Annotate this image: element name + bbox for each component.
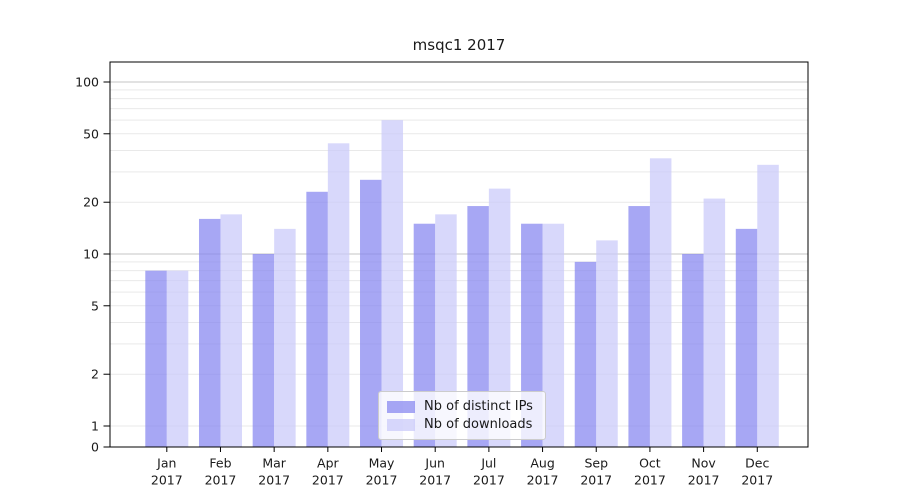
legend-swatch-downloads	[387, 418, 415, 431]
bar-downloads-feb	[220, 214, 242, 447]
y-tick-label-10: 10	[83, 247, 99, 262]
y-tick-label-50: 50	[83, 126, 99, 141]
x-tick-label-year-aug: 2017	[527, 473, 559, 488]
x-tick-label-month-apr: Apr	[317, 456, 339, 471]
x-tick-label-month-oct: Oct	[639, 456, 661, 471]
bar-downloads-nov	[703, 198, 726, 447]
bar-distinct-ips-sep	[574, 261, 597, 447]
x-tick-label-month-jan: Jan	[156, 456, 176, 471]
bar-distinct-ips-mar	[252, 254, 275, 447]
x-tick-label-year-sep: 2017	[580, 473, 612, 488]
bar-distinct-ips-oct	[628, 206, 650, 447]
y-tick-label-20: 20	[83, 195, 99, 210]
x-tick-label-month-may: May	[369, 456, 395, 471]
bar-distinct-ips-feb	[198, 218, 221, 447]
bar-downloads-mar	[274, 228, 296, 447]
y-tick-label-1: 1	[91, 419, 99, 434]
bar-distinct-ips-may	[360, 179, 382, 448]
x-tick-label-year-jun: 2017	[419, 473, 451, 488]
legend-item-downloads: Nb of downloads	[387, 418, 537, 431]
bar-downloads-jan	[166, 270, 189, 447]
bar-downloads-apr	[327, 143, 350, 447]
x-tick-label-month-aug: Aug	[530, 456, 554, 471]
bar-distinct-ips-jan	[145, 270, 167, 447]
x-tick-label-year-jul: 2017	[473, 473, 505, 488]
bar-downloads-aug	[542, 223, 565, 447]
x-tick-label-year-feb: 2017	[205, 473, 237, 488]
legend: Nb of distinct IPs Nb of downloads	[378, 391, 546, 440]
x-tick-label-month-mar: Mar	[262, 456, 286, 471]
x-tick-label-year-dec: 2017	[741, 473, 773, 488]
x-tick-label-year-mar: 2017	[258, 473, 290, 488]
bar-downloads-jun	[435, 214, 457, 447]
bar-downloads-oct	[649, 158, 672, 447]
bar-distinct-ips-dec	[735, 228, 758, 447]
bar-downloads-may	[381, 120, 404, 447]
y-tick-label-100: 100	[75, 75, 99, 90]
legend-label-distinct-ips: Nb of distinct IPs	[424, 399, 533, 414]
x-tick-label-month-dec: Dec	[745, 456, 769, 471]
x-tick-label-month-jul: Jul	[480, 456, 496, 471]
x-tick-label-year-may: 2017	[366, 473, 398, 488]
bar-downloads-sep	[596, 240, 618, 447]
x-tick-label-year-oct: 2017	[634, 473, 666, 488]
x-tick-label-month-sep: Sep	[584, 456, 608, 471]
legend-item-distinct-ips: Nb of distinct IPs	[387, 400, 537, 413]
bar-downloads-dec	[757, 164, 779, 447]
x-tick-label-year-apr: 2017	[312, 473, 344, 488]
bar-distinct-ips-nov	[682, 254, 704, 447]
x-tick-label-month-feb: Feb	[209, 456, 231, 471]
legend-swatch-distinct-ips	[387, 400, 415, 413]
legend-label-downloads: Nb of downloads	[424, 417, 533, 432]
chart-title: msqc1 2017	[412, 36, 506, 54]
bar-distinct-ips-jul	[467, 206, 489, 447]
bar-distinct-ips-apr	[306, 191, 328, 447]
x-tick-label-year-nov: 2017	[688, 473, 720, 488]
bar-downloads-jul	[488, 188, 511, 447]
x-tick-label-month-jun: Jun	[424, 456, 445, 471]
y-tick-label-2: 2	[91, 367, 99, 382]
y-tick-label-0: 0	[91, 440, 99, 455]
x-tick-label-month-nov: Nov	[691, 456, 716, 471]
y-tick-label-5: 5	[91, 298, 99, 313]
x-tick-label-year-jan: 2017	[151, 473, 183, 488]
